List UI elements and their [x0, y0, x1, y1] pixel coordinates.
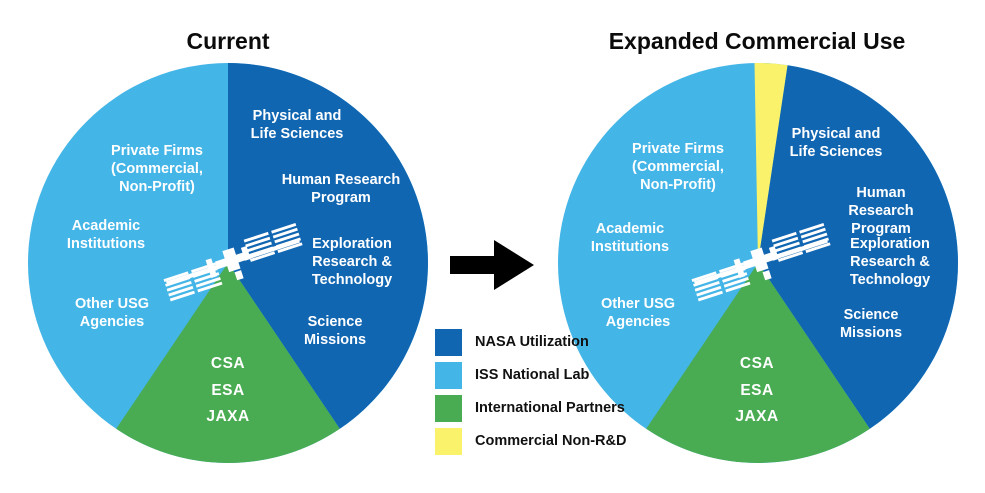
slice-label-jaxa: JAXA [735, 408, 779, 425]
slice-label-academic-institutions: Academic Institutions [590, 221, 670, 255]
slice-label-physical-life-sciences: Physical and Life Sciences [250, 108, 344, 142]
legend-item-iss-national-lab: ISS National Lab [435, 362, 626, 389]
right-pie [558, 62, 958, 463]
left-pie-slice-international-partners [116, 263, 340, 463]
legend-swatch-commercial-non-rd [435, 428, 462, 455]
right-pie-slice-nasa-utilization [758, 65, 958, 429]
slice-label-science-missions: Science Missions [303, 314, 367, 348]
slice-label-csa: CSA [210, 355, 246, 372]
left-pie [28, 63, 428, 463]
right-pie-slice-commercial-non-rd [754, 62, 788, 263]
slice-label-other-usg-agencies: Other USG Agencies [74, 296, 150, 330]
legend-label: ISS National Lab [475, 367, 590, 383]
slice-label-esa: ESA [740, 382, 774, 399]
right-pie-title: Expanded Commercial Use [608, 28, 906, 54]
slice-label-exploration-research-technology: Exploration Research & Technology [311, 236, 393, 288]
slice-label-esa: ESA [211, 382, 245, 399]
legend-label: Commercial Non-R&D [475, 433, 627, 449]
legend-swatch-iss-national-lab [435, 362, 462, 389]
slice-label-exploration-research-technology: Exploration Research & Technology [849, 236, 931, 288]
slice-label-human-research-program: Human Research Program [848, 185, 914, 237]
left-pie-title: Current [186, 28, 270, 54]
left-pie-slice-nasa-utilization [228, 63, 428, 429]
right-pie-slice-international-partners [646, 263, 870, 463]
legend-swatch-international-partners [435, 395, 462, 422]
right-arrow-icon [450, 240, 534, 290]
slice-label-csa: CSA [739, 355, 775, 372]
slice-label-physical-life-sciences: Physical and Life Sciences [789, 126, 883, 160]
legend-item-nasa-utilization: NASA Utilization [435, 329, 626, 356]
legend-item-international-partners: International Partners [435, 395, 626, 422]
slice-label-human-research-program: Human Research Program [281, 172, 401, 206]
slice-label-other-usg-agencies: Other USG Agencies [600, 296, 676, 330]
slice-label-private-firms: Private Firms (Commercial, Non-Profit) [632, 141, 724, 193]
legend-swatch-nasa-utilization [435, 329, 462, 356]
legend-item-commercial-non-rd: Commercial Non-R&D [435, 428, 626, 455]
slice-label-academic-institutions: Academic Institutions [66, 218, 146, 252]
slice-label-science-missions: Science Missions [839, 307, 903, 341]
legend: NASA Utilization ISS National Lab Intern… [435, 329, 626, 455]
slice-label-jaxa: JAXA [206, 408, 250, 425]
slice-label-private-firms: Private Firms (Commercial, Non-Profit) [111, 143, 203, 195]
legend-label: International Partners [475, 400, 625, 416]
legend-label: NASA Utilization [475, 334, 589, 350]
